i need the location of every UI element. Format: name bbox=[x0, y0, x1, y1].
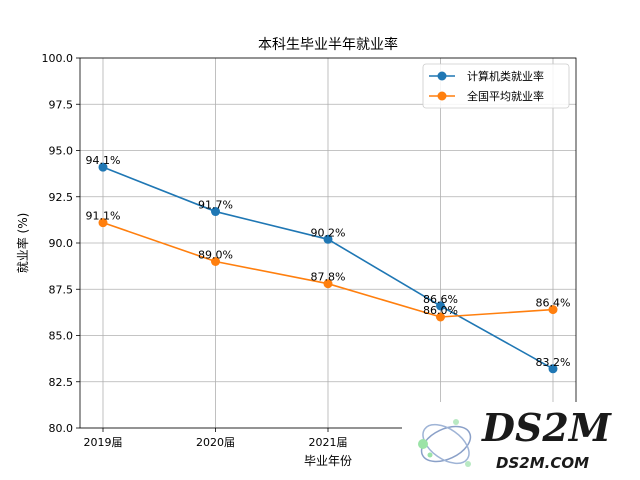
watermark-logo-text: DS2M bbox=[481, 405, 612, 450]
series-layer bbox=[98, 162, 558, 374]
data-point bbox=[323, 234, 333, 244]
data-label: 89.0% bbox=[198, 249, 233, 262]
data-point bbox=[98, 162, 108, 172]
data-point bbox=[323, 279, 333, 289]
y-tick-label: 92.5 bbox=[49, 191, 74, 204]
watermark-logo: DS2M DS2M.COM bbox=[402, 402, 640, 480]
legend-marker bbox=[437, 71, 447, 81]
x-tick-label: 2019届 bbox=[84, 436, 123, 449]
data-point bbox=[436, 312, 445, 322]
data-point bbox=[211, 207, 220, 217]
plot-frame bbox=[79, 57, 577, 429]
data-label: 94.1% bbox=[86, 154, 121, 167]
data-label: 86.6% bbox=[423, 293, 458, 306]
data-label: 86.0% bbox=[423, 304, 458, 317]
legend-label: 全国平均就业率 bbox=[467, 89, 544, 103]
data-label: 91.1% bbox=[86, 210, 121, 223]
data-label: 87.8% bbox=[311, 271, 346, 284]
data-point bbox=[548, 305, 558, 315]
y-axis-label: 就业率 (%) bbox=[15, 213, 30, 274]
data-label: 91.7% bbox=[198, 199, 233, 212]
y-tick-label: 90.0 bbox=[49, 237, 74, 250]
x-tick-label: 2021届 bbox=[309, 436, 348, 449]
y-tick-label: 100.0 bbox=[42, 52, 74, 65]
data-point bbox=[436, 301, 445, 311]
legend-marker bbox=[437, 91, 447, 101]
legend-box bbox=[422, 63, 570, 109]
y-tick-label: 87.5 bbox=[49, 283, 74, 296]
watermark-url-text: DS2M.COM bbox=[496, 454, 589, 472]
x-axis-label: 毕业年份 bbox=[304, 454, 352, 468]
y-tick-label: 97.5 bbox=[49, 98, 74, 111]
chart-title: 本科生毕业半年就业率 bbox=[258, 36, 398, 53]
data-labels: 94.1% 91.7% 90.2% 86.6% 83.2% 91.1% 89.0% 87.8%… bbox=[86, 154, 571, 369]
data-point bbox=[548, 364, 558, 374]
y-tick-label: 85.0 bbox=[49, 330, 74, 343]
data-label: 83.2% bbox=[536, 356, 571, 369]
data-label: 86.4% bbox=[536, 297, 571, 310]
y-tick-label: 82.5 bbox=[49, 376, 74, 389]
legend-label: 计算机类就业率 bbox=[467, 69, 544, 83]
data-point bbox=[211, 257, 220, 266]
x-tick-label: 2020届 bbox=[196, 436, 235, 449]
y-tick-label: 95.0 bbox=[49, 145, 74, 158]
data-point bbox=[98, 218, 108, 228]
orbit-icon bbox=[420, 425, 472, 463]
data-label: 90.2% bbox=[311, 226, 346, 239]
y-tick-label: 80.0 bbox=[49, 422, 74, 435]
